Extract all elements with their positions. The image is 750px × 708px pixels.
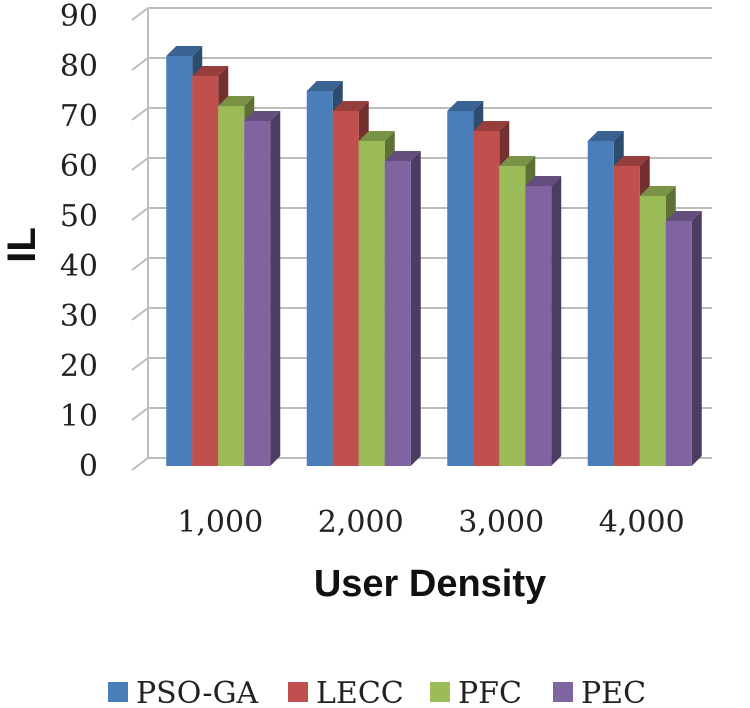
- legend-swatch: [553, 682, 573, 702]
- bar-top: [306, 81, 343, 91]
- bar-front: [332, 111, 359, 466]
- bar-front: [447, 111, 474, 466]
- bar-front: [306, 91, 333, 466]
- bar-top: [192, 66, 229, 76]
- grid-diagonal: [131, 107, 149, 121]
- bar-pec-2: [525, 176, 562, 466]
- bar-top: [358, 131, 395, 141]
- y-tick-label: 70: [60, 99, 98, 134]
- y-tick-label: 50: [60, 199, 98, 234]
- y-tick-label: 30: [60, 299, 98, 334]
- grid-diagonal: [131, 307, 149, 321]
- bar-front: [587, 141, 614, 466]
- bar-top: [332, 101, 369, 111]
- legend-label: PFC: [458, 676, 522, 708]
- y-tick-label: 80: [60, 49, 98, 84]
- bar-pec-1: [384, 151, 421, 466]
- bar-front: [384, 161, 411, 466]
- bar-front: [218, 106, 245, 466]
- legend: PSO-GA LECC PFC PEC: [108, 676, 646, 708]
- grid-diagonal: [131, 407, 149, 421]
- bar-top: [473, 121, 510, 131]
- x-tick-label: 4,000: [599, 505, 685, 540]
- grid-diagonal: [131, 57, 149, 71]
- x-tick-labels: 1,000 2,000 3,000 4,000: [177, 505, 684, 540]
- bar-front: [192, 76, 219, 466]
- bar-front: [473, 131, 500, 466]
- legend-label: PEC: [581, 676, 646, 708]
- y-axis-title: IL: [0, 227, 44, 263]
- bar-front: [665, 221, 692, 466]
- bar-front: [525, 186, 552, 466]
- bars: [166, 46, 702, 466]
- bar-side: [410, 151, 421, 466]
- y-tick-label: 60: [60, 149, 98, 184]
- legend-label: LECC: [316, 676, 404, 708]
- bar-front: [639, 196, 666, 466]
- legend-swatch: [108, 682, 128, 702]
- bar-side: [691, 211, 702, 466]
- bar-top: [447, 101, 484, 111]
- y-tick-label: 20: [60, 349, 98, 384]
- bar-top: [384, 151, 421, 161]
- legend-item-pso-ga: PSO-GA: [108, 676, 259, 708]
- legend-item-pfc: PFC: [430, 676, 522, 708]
- x-axis-title: User Density: [314, 563, 546, 605]
- legend-item-lecc: LECC: [288, 676, 404, 708]
- grid-diagonal: [131, 7, 149, 21]
- grid-diagonal: [131, 157, 149, 171]
- y-tick-label: 40: [60, 249, 98, 284]
- bar-front: [613, 166, 640, 466]
- bar-top: [665, 211, 702, 221]
- grid-diagonal: [131, 457, 149, 471]
- bar-top: [244, 111, 281, 121]
- bar-top: [525, 176, 562, 186]
- bar-front: [499, 166, 526, 466]
- bar-top: [587, 131, 624, 141]
- grid-diagonal: [131, 357, 149, 371]
- legend-swatch: [430, 682, 450, 702]
- y-tick-label: 10: [60, 399, 98, 434]
- y-tick-labels: 0 10 20 30 40 50 60 70 80 90: [60, 0, 98, 484]
- bar-front: [358, 141, 385, 466]
- x-tick-label: 1,000: [177, 505, 263, 540]
- legend-item-pec: PEC: [553, 676, 646, 708]
- bar-side: [270, 111, 281, 466]
- legend-label: PSO-GA: [136, 676, 259, 708]
- y-tick-label: 0: [79, 449, 98, 484]
- bar-pec-3: [665, 211, 702, 466]
- grid-diagonal: [131, 207, 149, 221]
- legend-swatch: [288, 682, 308, 702]
- x-tick-label: 2,000: [318, 505, 404, 540]
- x-tick-label: 3,000: [458, 505, 544, 540]
- bar-top: [639, 186, 676, 196]
- bar-front: [166, 56, 193, 466]
- bar-top: [218, 96, 255, 106]
- bar-top: [613, 156, 650, 166]
- bar-top: [166, 46, 203, 56]
- bar-front: [244, 121, 271, 466]
- y-tick-label: 90: [60, 0, 98, 34]
- bar-top: [499, 156, 536, 166]
- bar-pec-0: [244, 111, 281, 466]
- bar-side: [551, 176, 562, 466]
- grid-diagonal: [131, 257, 149, 271]
